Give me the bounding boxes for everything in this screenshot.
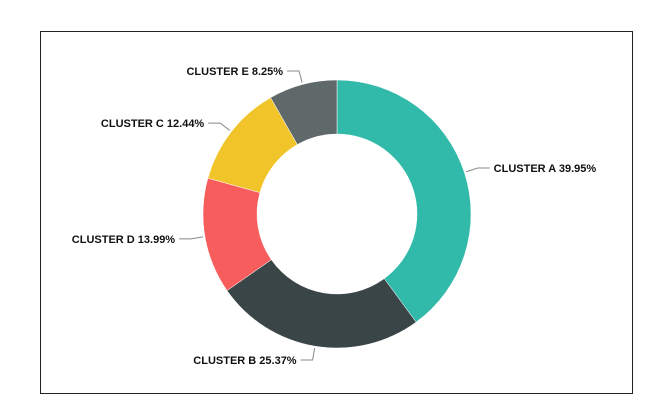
leader-line-cluster-c xyxy=(208,122,231,131)
data-label-cluster-e: CLUSTER E 8.25% xyxy=(186,66,283,78)
data-label-cluster-d: CLUSTER D 13.99% xyxy=(72,234,176,246)
data-label-cluster-b: CLUSTER B 25.37% xyxy=(193,355,297,367)
slice-labels: CLUSTER A 39.95% CLUSTER B 25.37% CLUSTER … xyxy=(72,66,597,367)
data-label-cluster-c: CLUSTER C 12.44% xyxy=(101,118,205,130)
leader-line-cluster-d xyxy=(179,236,204,240)
data-label-cluster-a: CLUSTER A 39.95% xyxy=(494,163,597,175)
leader-line-cluster-b xyxy=(300,348,316,361)
label-leader-lines xyxy=(179,70,490,361)
slice-cluster-e[interactable] xyxy=(270,79,338,145)
leader-line-cluster-a xyxy=(466,167,490,173)
slice-cluster-b[interactable] xyxy=(226,259,417,349)
slice-cluster-a[interactable] xyxy=(336,79,472,323)
leader-line-cluster-e xyxy=(287,70,303,83)
donut-slices xyxy=(202,79,472,349)
